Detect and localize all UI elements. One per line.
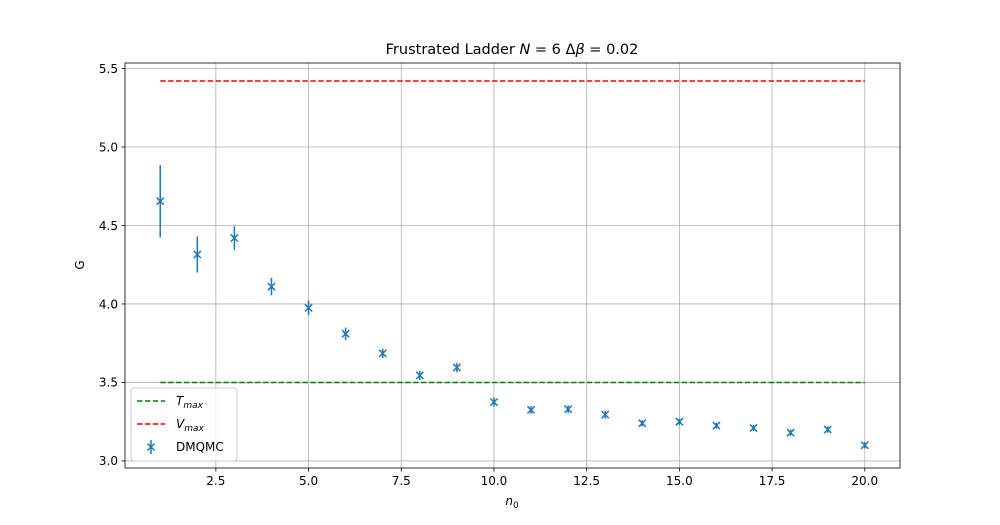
x-tick-label: 7.5	[392, 474, 411, 488]
x-tick-label: 20.0	[851, 474, 878, 488]
dmqmc-point	[415, 370, 424, 381]
dmqmc-point	[230, 226, 239, 250]
marker-stroke	[378, 349, 387, 358]
x-axis-label: n0	[505, 494, 519, 511]
dmqmc-point	[749, 423, 758, 433]
dmqmc-point	[563, 405, 573, 414]
data-points	[156, 165, 869, 450]
x-tick-label: 5.0	[299, 474, 318, 488]
dmqmc-point	[193, 236, 202, 273]
x-tick-label: 15.0	[666, 474, 693, 488]
dmqmc-point	[601, 410, 610, 419]
legend: Tmax Vmax DMQMC	[130, 387, 238, 462]
dmqmc-point	[304, 300, 313, 315]
dmqmc-point	[378, 348, 387, 359]
marker-stroke	[230, 233, 239, 243]
y-tick-label: 3.0	[99, 454, 118, 468]
y-tick-label: 4.0	[99, 297, 118, 311]
y-axis-label: G	[73, 260, 87, 269]
legend-tmax-label: Tmax	[176, 394, 204, 411]
dmqmc-point	[823, 425, 832, 434]
dmqmc-point	[860, 441, 869, 450]
marker-stroke	[786, 428, 795, 437]
y-tick-label: 5.5	[99, 62, 118, 76]
legend-dmqmc-swatch	[146, 440, 156, 454]
title-n-symbol: N	[519, 42, 530, 58]
x-tick-label: 17.5	[759, 474, 786, 488]
marker-stroke	[341, 329, 350, 338]
marker-stroke	[193, 250, 202, 259]
marker-stroke	[526, 405, 536, 415]
marker-stroke	[415, 371, 424, 380]
dmqmc-point	[156, 165, 165, 238]
y-tick-label: 4.5	[99, 219, 118, 233]
dmqmc-point	[675, 417, 684, 426]
x-axis-ticks: 2.5 5.0 7.5 10.0 12.5 15.0 17.5 20.0	[206, 468, 878, 488]
dmqmc-point	[452, 362, 462, 373]
dmqmc-point	[786, 428, 795, 437]
marker-stroke	[638, 419, 647, 428]
y-tick-label: 3.5	[99, 376, 118, 390]
dmqmc-point	[712, 421, 721, 430]
chart-title: Frustrated Ladder N = 6 Δβ = 0.02	[386, 42, 639, 58]
dmqmc-point	[638, 419, 647, 428]
y-tick-label: 5.0	[99, 140, 118, 154]
x-tick-label: 2.5	[206, 474, 225, 488]
title-delta: Δ	[566, 42, 576, 58]
marker-stroke	[823, 425, 832, 434]
x-axis-label-main: n	[505, 494, 513, 508]
marker-stroke	[563, 405, 573, 414]
marker-stroke	[489, 397, 499, 407]
marker-stroke	[601, 410, 610, 419]
title-prefix: Frustrated Ladder	[386, 42, 520, 58]
marker-stroke	[156, 197, 165, 206]
x-axis-label-sub: 0	[513, 501, 519, 511]
legend-vmax-label: Vmax	[176, 417, 205, 434]
marker-stroke	[267, 282, 276, 291]
x-tick-label: 12.5	[573, 474, 600, 488]
dmqmc-point	[526, 405, 536, 415]
legend-dmqmc-label: DMQMC	[176, 440, 224, 454]
x-tick-label: 10.0	[481, 474, 508, 488]
marker-stroke	[675, 417, 684, 426]
dmqmc-point	[341, 327, 350, 341]
marker-stroke	[712, 421, 721, 430]
y-axis-ticks: 3.0 3.5 4.0 4.5 5.0 5.5	[99, 62, 125, 468]
dmqmc-point	[489, 397, 499, 407]
title-beta-value: = 0.02	[585, 42, 639, 58]
title-beta: β	[574, 42, 584, 58]
title-n-value: = 6	[530, 42, 565, 58]
dmqmc-point	[267, 278, 276, 296]
marker-stroke	[452, 363, 462, 372]
marker-stroke	[749, 423, 758, 433]
legend-frame	[130, 387, 238, 462]
reference-lines	[160, 80, 865, 384]
plot-frame	[124, 62, 901, 469]
marker-stroke	[860, 441, 869, 450]
marker-stroke	[304, 303, 313, 313]
